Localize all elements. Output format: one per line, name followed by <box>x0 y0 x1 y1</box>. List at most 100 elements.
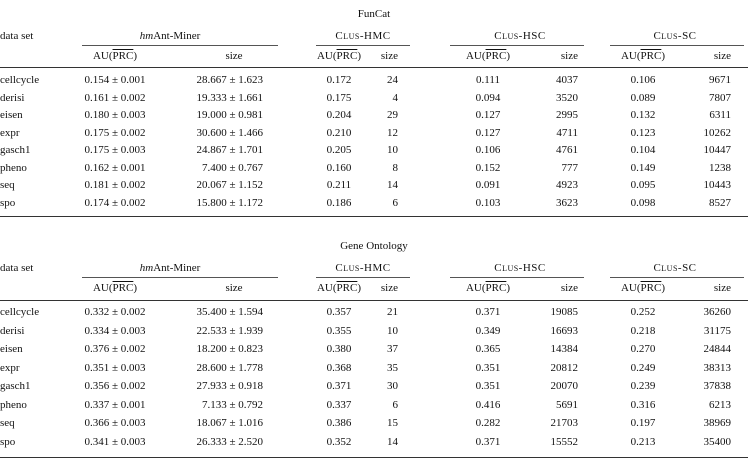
hmant-size-cell: 19.333 ± 1.661 <box>196 91 263 104</box>
clus-hmc-size-cell: 21 <box>387 306 398 318</box>
table-row: derisi 0.334 ± 0.003 22.533 ± 1.939 0.355 10… <box>0 325 748 342</box>
dataset-cell: eisen <box>0 109 23 121</box>
clus-sc-auprc-cell: 0.197 <box>630 417 656 429</box>
method-header: hmAnt-Miner <box>139 262 201 274</box>
clus-hmc-auprc-cell: 0.352 <box>326 435 352 448</box>
dataset-cell: seq <box>0 417 15 429</box>
header-rule <box>610 45 744 46</box>
hmant-auprc-cell: 0.154 ± 0.001 <box>84 74 146 86</box>
table-row: expr 0.351 ± 0.003 28.600 ± 1.778 0.368 35 0.… <box>0 362 748 379</box>
metric-header: AU(PRC) <box>92 50 138 62</box>
hmant-size-cell: 35.400 ± 1.594 <box>196 306 263 318</box>
clus-hsc-auprc-cell: 0.111 <box>476 74 500 86</box>
size-header: size <box>380 50 398 62</box>
clus-hsc-size-cell: 5691 <box>556 398 578 411</box>
clus-hmc-auprc-cell: 0.368 <box>326 361 352 374</box>
clus-sc-size-cell: 1238 <box>709 161 731 174</box>
hmant-auprc-cell: 0.161 ± 0.002 <box>84 91 146 104</box>
hmant-size-cell: 19.000 ± 0.981 <box>196 109 263 121</box>
method-header: Clus-SC <box>653 262 697 274</box>
clus-hmc-size-cell: 8 <box>392 161 399 174</box>
clus-hmc-auprc-cell: 0.210 <box>326 126 352 139</box>
clus-sc-size-cell: 8527 <box>709 196 731 209</box>
header-rule <box>610 277 744 278</box>
clus-hsc-size-cell: 4037 <box>556 74 578 86</box>
clus-sc-size-cell: 31175 <box>703 324 731 337</box>
table-row: pheno 0.162 ± 0.001 7.400 ± 0.767 0.160 8 0.1… <box>0 162 748 179</box>
clus-sc-auprc-cell: 0.123 <box>630 126 656 139</box>
dataset-cell: expr <box>0 126 20 139</box>
hmant-size-cell: 30.600 ± 1.466 <box>196 126 263 139</box>
size-header: size <box>713 282 731 294</box>
hmant-size-cell: 24.867 ± 1.701 <box>196 144 263 156</box>
hmant-size-cell: 18.200 ± 0.823 <box>196 343 263 355</box>
hmant-size-cell: 22.533 ± 1.939 <box>196 324 263 337</box>
dataset-cell: derisi <box>0 91 25 104</box>
clus-hsc-size-cell: 3623 <box>556 196 578 209</box>
clus-sc-auprc-cell: 0.149 <box>630 161 656 174</box>
hmant-size-cell: 20.067 ± 1.152 <box>196 179 263 191</box>
table-rule <box>0 67 748 68</box>
clus-hmc-auprc-cell: 0.175 <box>326 91 352 104</box>
clus-hmc-size-cell: 29 <box>387 109 398 121</box>
size-header: size <box>380 282 398 294</box>
clus-hmc-size-cell: 30 <box>387 380 398 392</box>
size-header: size <box>560 282 578 294</box>
clus-hsc-auprc-cell: 0.351 <box>475 361 501 374</box>
dataset-cell: gasch1 <box>0 380 31 392</box>
clus-hsc-size-cell: 15552 <box>550 435 579 448</box>
clus-hmc-auprc-cell: 0.380 <box>326 343 352 355</box>
clus-hsc-auprc-cell: 0.106 <box>475 144 501 156</box>
table-row: seq 0.366 ± 0.003 18.067 ± 1.016 0.386 15 0.2… <box>0 417 748 434</box>
clus-sc-auprc-cell: 0.270 <box>630 343 656 355</box>
size-header: size <box>713 50 731 62</box>
clus-hmc-auprc-cell: 0.337 <box>326 398 352 411</box>
clus-hsc-size-cell: 14384 <box>550 343 579 355</box>
table-row: spo 0.174 ± 0.002 15.800 ± 1.172 0.186 6 0.10… <box>0 197 748 214</box>
hmant-auprc-cell: 0.351 ± 0.003 <box>84 361 146 374</box>
clus-sc-size-cell: 9671 <box>709 74 731 86</box>
hmant-auprc-cell: 0.181 ± 0.002 <box>84 179 146 191</box>
hmant-auprc-cell: 0.334 ± 0.003 <box>84 324 146 337</box>
hmant-auprc-cell: 0.376 ± 0.002 <box>84 343 146 355</box>
table-rule <box>0 457 748 458</box>
clus-sc-auprc-cell: 0.104 <box>630 144 656 156</box>
clus-sc-size-cell: 38313 <box>703 361 732 374</box>
clus-hmc-auprc-cell: 0.357 <box>326 306 352 318</box>
col-dataset-header: data set <box>0 262 34 274</box>
size-header: size <box>225 282 243 294</box>
hmant-auprc-cell: 0.174 ± 0.002 <box>84 196 146 209</box>
dataset-cell: spo <box>0 435 16 448</box>
clus-hmc-auprc-cell: 0.204 <box>326 109 352 121</box>
clus-sc-size-cell: 10447 <box>703 144 732 156</box>
clus-sc-auprc-cell: 0.218 <box>630 324 656 337</box>
clus-hmc-size-cell: 24 <box>387 74 398 86</box>
clus-sc-auprc-cell: 0.106 <box>630 74 656 86</box>
dataset-cell: cellcycle <box>0 306 40 318</box>
clus-sc-size-cell: 10262 <box>703 126 732 139</box>
clus-sc-size-cell: 6213 <box>709 398 731 411</box>
clus-sc-size-cell: 10443 <box>703 179 732 191</box>
clus-hmc-size-cell: 14 <box>387 435 398 448</box>
hmant-size-cell: 26.333 ± 2.520 <box>196 435 263 448</box>
clus-hsc-size-cell: 777 <box>561 161 579 174</box>
header-rule <box>450 45 584 46</box>
clus-hmc-size-cell: 35 <box>387 361 398 374</box>
hmant-auprc-cell: 0.341 ± 0.003 <box>84 435 146 448</box>
metric-header: AU(PRC) <box>620 50 666 62</box>
clus-sc-auprc-cell: 0.249 <box>630 361 656 374</box>
clus-hmc-auprc-cell: 0.371 <box>326 380 352 392</box>
clus-hsc-size-cell: 16693 <box>550 324 579 337</box>
metric-header: AU(PRC) <box>316 282 362 294</box>
hmant-auprc-cell: 0.180 ± 0.003 <box>84 109 146 121</box>
clus-hmc-auprc-cell: 0.386 <box>326 417 352 429</box>
header-rule <box>82 277 278 278</box>
method-header: Clus-HMC <box>335 30 391 42</box>
table-row: seq 0.181 ± 0.002 20.067 ± 1.152 0.211 14 0.0… <box>0 179 748 196</box>
metric-header: AU(PRC) <box>92 282 138 294</box>
hmant-size-cell: 27.933 ± 0.918 <box>196 380 263 392</box>
method-header: Clus-HSC <box>494 262 546 274</box>
clus-sc-size-cell: 36260 <box>703 306 732 318</box>
clus-hmc-size-cell: 14 <box>387 179 398 191</box>
clus-hmc-size-cell: 10 <box>387 324 398 337</box>
